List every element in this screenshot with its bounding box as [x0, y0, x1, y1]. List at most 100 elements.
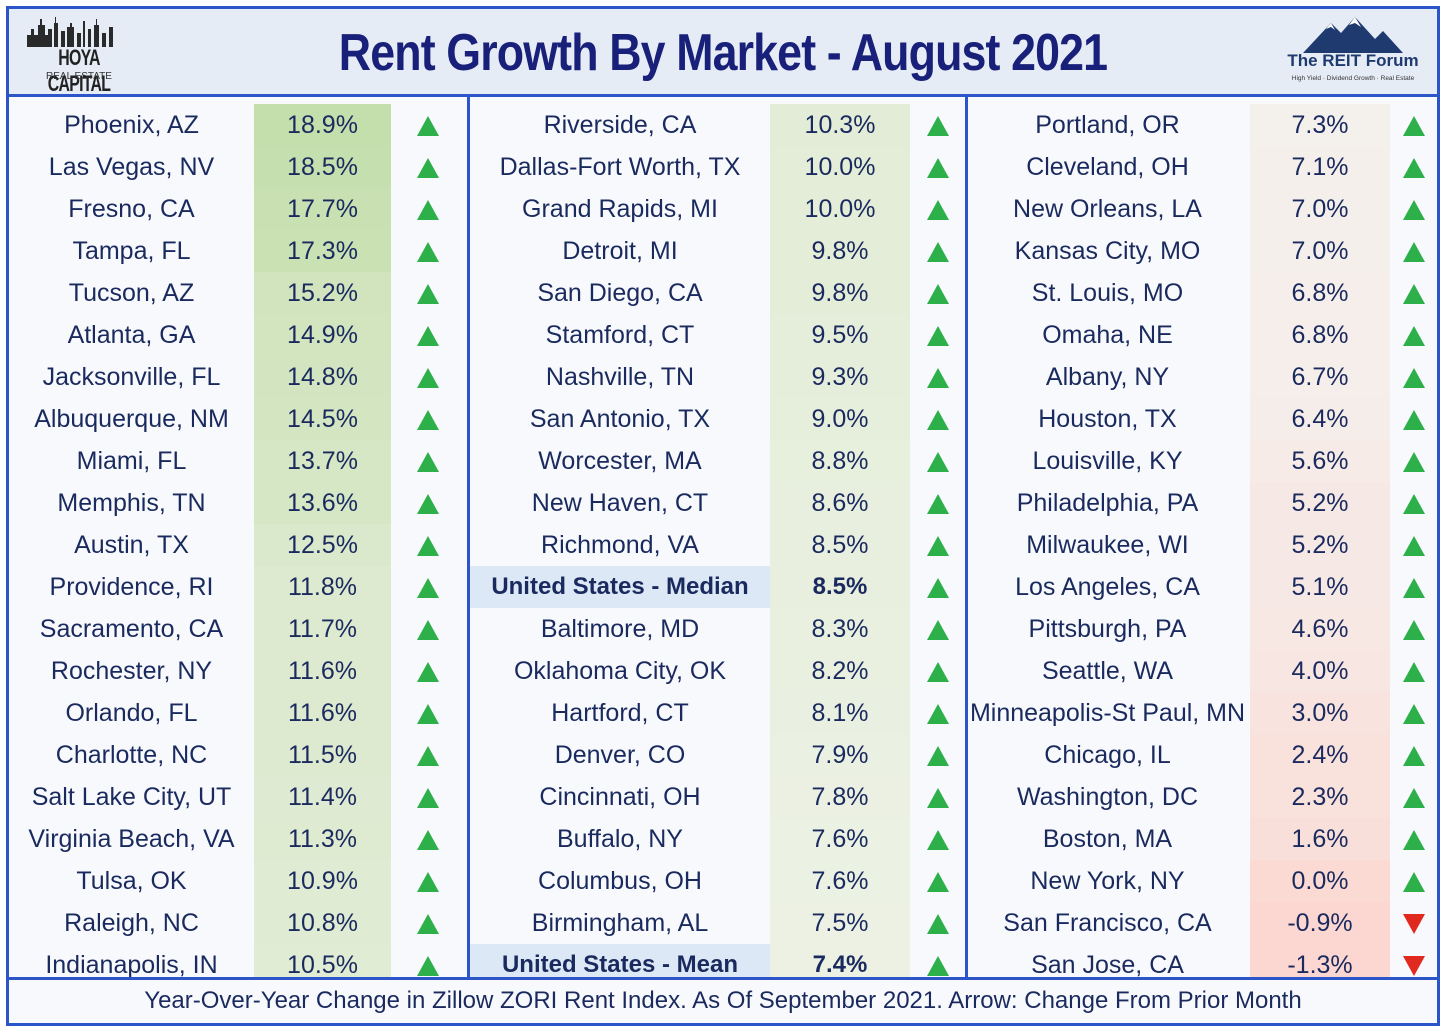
market-name: Milwaukee, WI [1026, 531, 1189, 559]
market-name: Orlando, FL [65, 699, 198, 727]
up-arrow-icon [391, 524, 464, 566]
table-row: Portland, OR 7.3% [965, 104, 1437, 146]
triangle-up-icon [926, 662, 949, 683]
market-name: Oklahoma City, OK [513, 657, 727, 685]
triangle-up-icon [416, 200, 439, 221]
up-arrow-icon [1390, 398, 1437, 440]
up-arrow-icon [1390, 272, 1437, 314]
market-name: Riverside, CA [543, 111, 697, 139]
up-arrow-icon [391, 776, 464, 818]
triangle-up-icon [1402, 284, 1425, 305]
growth-value: 8.5% [770, 566, 910, 608]
table-row: Pittsburgh, PA 4.6% [965, 608, 1437, 650]
growth-value: 13.7% [254, 440, 391, 482]
triangle-up-icon [1402, 788, 1425, 809]
table-row: Raleigh, NC 10.8% [9, 902, 464, 944]
table-row: Louisville, KY 5.6% [965, 440, 1437, 482]
market-name: Louisville, KY [1032, 447, 1183, 475]
growth-value: 6.8% [1250, 272, 1390, 314]
market-name: Richmond, VA [541, 531, 699, 559]
up-arrow-icon [1390, 650, 1437, 692]
table-row: Baltimore, MD 8.3% [470, 608, 965, 650]
table-row: Tampa, FL 17.3% [9, 230, 464, 272]
up-arrow-icon [1390, 692, 1437, 734]
up-arrow-icon [910, 482, 965, 524]
table-frame: HOYA CAPITAL REAL ESTATE Rent Growth By … [6, 6, 1440, 1026]
up-arrow-icon [1390, 776, 1437, 818]
market-name: Albany, NY [1045, 363, 1170, 391]
table-row: Boston, MA 1.6% [965, 818, 1437, 860]
market-name: Rochester, NY [50, 657, 213, 685]
up-arrow-icon [391, 692, 464, 734]
growth-value: 9.3% [770, 356, 910, 398]
table-row: Cincinnati, OH 7.8% [470, 776, 965, 818]
triangle-up-icon [926, 452, 949, 473]
growth-value: 15.2% [254, 272, 391, 314]
table-row: Kansas City, MO 7.0% [965, 230, 1437, 272]
table-row: Oklahoma City, OK 8.2% [470, 650, 965, 692]
triangle-up-icon [416, 536, 439, 557]
growth-value: 5.2% [1250, 524, 1390, 566]
table-row: Richmond, VA 8.5% [470, 524, 965, 566]
table-row: Sacramento, CA 11.7% [9, 608, 464, 650]
up-arrow-icon [1390, 188, 1437, 230]
up-arrow-icon [1390, 230, 1437, 272]
triangle-up-icon [926, 368, 949, 389]
logo-left-title: HOYA CAPITAL [47, 45, 111, 96]
up-arrow-icon [391, 944, 464, 986]
table-row: Minneapolis-St Paul, MN 3.0% [965, 692, 1437, 734]
up-arrow-icon [910, 692, 965, 734]
growth-value: 0.0% [1250, 860, 1390, 902]
triangle-up-icon [416, 578, 439, 599]
growth-value: 11.6% [254, 650, 391, 692]
triangle-up-icon [1402, 578, 1425, 599]
growth-value: 14.8% [254, 356, 391, 398]
market-name: San Jose, CA [1031, 951, 1184, 979]
table-row: Stamford, CT 9.5% [470, 314, 965, 356]
growth-value: 8.1% [770, 692, 910, 734]
growth-value: 11.4% [254, 776, 391, 818]
triangle-up-icon [416, 662, 439, 683]
page-title: Rent Growth By Market - August 2021 [338, 24, 1108, 82]
market-name: Sacramento, CA [39, 615, 224, 643]
up-arrow-icon [910, 734, 965, 776]
mountain-icon [1303, 17, 1403, 53]
triangle-up-icon [926, 620, 949, 641]
market-name: San Antonio, TX [529, 405, 711, 433]
up-arrow-icon [391, 902, 464, 944]
hoya-capital-logo: HOYA CAPITAL REAL ESTATE [25, 15, 133, 96]
up-arrow-icon [1390, 860, 1437, 902]
up-arrow-icon [910, 902, 965, 944]
up-arrow-icon [910, 314, 965, 356]
triangle-up-icon [416, 158, 439, 179]
triangle-up-icon [1402, 410, 1425, 431]
growth-value: 11.8% [254, 566, 391, 608]
table-row: Charlotte, NC 11.5% [9, 734, 464, 776]
market-name: Miami, FL [76, 447, 187, 475]
growth-value: 9.5% [770, 314, 910, 356]
market-name: San Francisco, CA [1003, 909, 1212, 937]
triangle-up-icon [416, 284, 439, 305]
market-name: Baltimore, MD [540, 615, 700, 643]
market-name: Tampa, FL [72, 237, 191, 265]
growth-value: 9.8% [770, 230, 910, 272]
market-name: Phoenix, AZ [64, 111, 199, 139]
triangle-up-icon [926, 872, 949, 893]
growth-value: 9.8% [770, 272, 910, 314]
up-arrow-icon [1390, 608, 1437, 650]
triangle-down-icon [1402, 914, 1425, 935]
triangle-up-icon [416, 410, 439, 431]
market-name: Los Angeles, CA [1015, 573, 1200, 601]
growth-value: 8.3% [770, 608, 910, 650]
market-name: Nashville, TN [545, 363, 695, 391]
table-row: Riverside, CA 10.3% [470, 104, 965, 146]
table-row: Salt Lake City, UT 11.4% [9, 776, 464, 818]
market-name: Virginia Beach, VA [28, 825, 235, 853]
triangle-up-icon [926, 956, 949, 977]
market-name: San Diego, CA [537, 279, 703, 307]
up-arrow-icon [1390, 566, 1437, 608]
table-column-1: Phoenix, AZ 18.9% Las Vegas, NV 18.5% Fresno… [9, 97, 464, 986]
growth-value: 4.0% [1250, 650, 1390, 692]
growth-value: 12.5% [254, 524, 391, 566]
growth-value: 11.3% [254, 818, 391, 860]
